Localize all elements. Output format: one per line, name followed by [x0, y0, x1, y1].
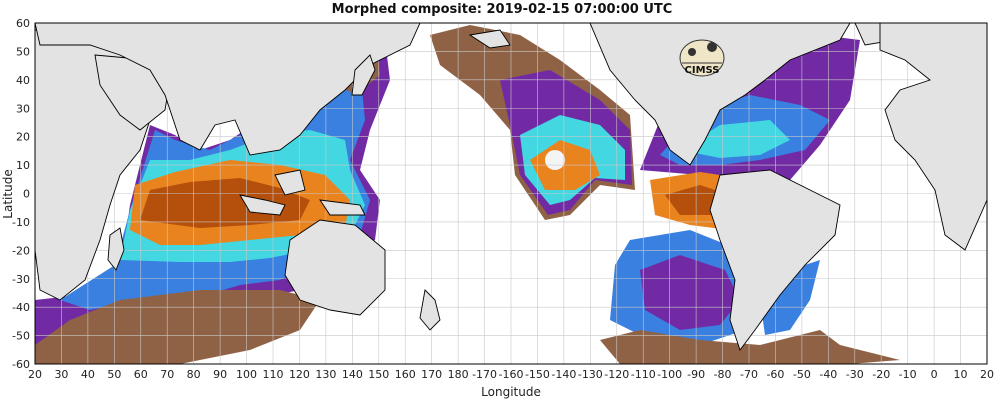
y-tick-label: 0	[23, 188, 30, 201]
cimss-logo: CIMSS	[679, 39, 725, 77]
x-tick-label: 180	[448, 368, 469, 381]
y-tick-label: 60	[16, 17, 30, 30]
x-tick-label: -50	[793, 368, 811, 381]
x-tick-label: 140	[342, 368, 363, 381]
x-tick-label: 60	[134, 368, 148, 381]
x-tick-label: 90	[213, 368, 227, 381]
y-tick-label: 50	[16, 45, 30, 58]
map-title: Morphed composite: 2019-02-15 07:00:00 U…	[331, 2, 673, 17]
y-tick-labels: 60 50 40 30 20 10 0 -10 -20 -30 -40 -50 -60	[12, 17, 30, 371]
y-tick-label: -40	[12, 301, 30, 314]
x-tick-label: -120	[604, 368, 629, 381]
x-tick-label: -170	[472, 368, 497, 381]
x-tick-label: 130	[315, 368, 336, 381]
x-tick-label: 120	[289, 368, 310, 381]
x-tick-label: 20	[28, 368, 42, 381]
x-tick-label: -40	[819, 368, 837, 381]
x-tick-label: 110	[263, 368, 284, 381]
y-tick-label: -20	[12, 244, 30, 257]
x-tick-label: 30	[54, 368, 68, 381]
x-tick-label: 10	[954, 368, 968, 381]
y-tick-label: -60	[12, 358, 30, 371]
y-tick-label: -50	[12, 330, 30, 343]
x-tick-label: -160	[499, 368, 524, 381]
x-tick-label: 40	[81, 368, 95, 381]
y-tick-label: 20	[16, 131, 30, 144]
x-tick-label: 150	[368, 368, 389, 381]
logo-text: CIMSS	[685, 65, 720, 76]
x-tick-label: 50	[107, 368, 121, 381]
y-tick-label: 40	[16, 74, 30, 87]
x-tick-label: 170	[421, 368, 442, 381]
y-tick-label: -10	[12, 216, 30, 229]
x-tick-labels: 20 30 40 50 60 70 80 90 100 110 120 130 140 150 160 170…	[28, 368, 994, 381]
x-axis-label: Longitude	[481, 385, 541, 399]
x-tick-label: -80	[714, 368, 732, 381]
y-tick-label: 30	[16, 102, 30, 115]
x-tick-label: -60	[766, 368, 784, 381]
y-tick-label: 10	[16, 159, 30, 172]
x-tick-label: -100	[657, 368, 682, 381]
continents	[35, 23, 987, 351]
x-tick-label: -90	[687, 368, 705, 381]
x-tick-label: 160	[395, 368, 416, 381]
x-tick-label: -20	[872, 368, 890, 381]
x-tick-label: 70	[160, 368, 174, 381]
x-tick-label: -30	[846, 368, 864, 381]
x-tick-label: -70	[740, 368, 758, 381]
x-tick-label: -140	[551, 368, 576, 381]
x-tick-label: 0	[931, 368, 938, 381]
x-tick-label: 80	[187, 368, 201, 381]
y-tick-label: -30	[12, 273, 30, 286]
y-axis-label: Latitude	[1, 169, 15, 218]
x-tick-label: -10	[899, 368, 917, 381]
x-tick-label: -130	[578, 368, 603, 381]
x-tick-label: -150	[525, 368, 550, 381]
x-tick-label: 20	[980, 368, 994, 381]
x-tick-label: 100	[236, 368, 257, 381]
x-tick-label: -110	[631, 368, 656, 381]
